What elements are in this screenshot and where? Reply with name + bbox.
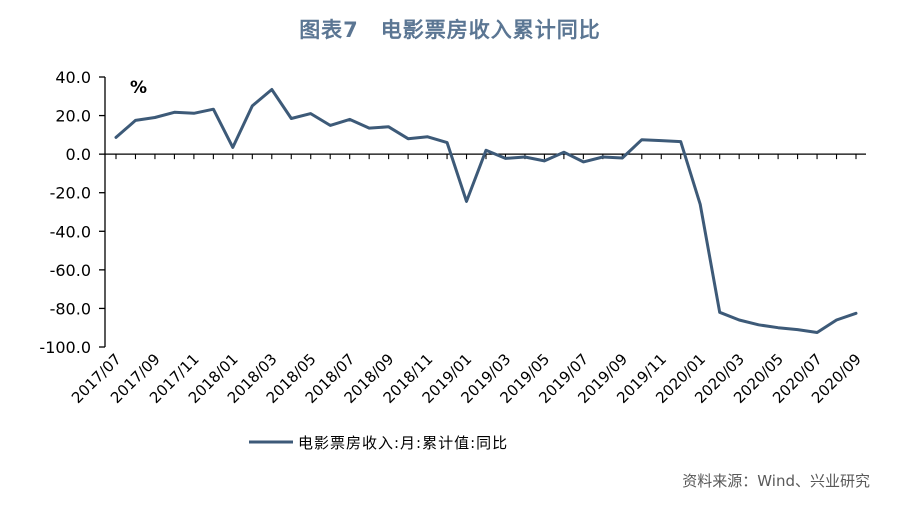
data-point — [251, 104, 254, 108]
data-point — [815, 331, 819, 334]
data-point — [718, 311, 721, 314]
y-tick-label: -100.0 — [39, 338, 91, 357]
data-point — [835, 318, 838, 322]
y-tick-label: 40.0 — [55, 68, 91, 87]
data-point — [484, 149, 488, 152]
data-point — [173, 111, 176, 114]
data-point — [367, 126, 371, 130]
data-point — [231, 146, 235, 149]
y-tick-label: -80.0 — [50, 299, 91, 318]
data-point — [562, 151, 566, 154]
data-point — [348, 118, 351, 121]
y-tick-label: 20.0 — [55, 107, 91, 126]
data-point — [406, 137, 410, 140]
y-tick-label: -20.0 — [50, 184, 91, 203]
data-point — [309, 112, 312, 115]
data-point — [757, 323, 760, 327]
data-point — [796, 328, 799, 331]
unit-label: % — [130, 78, 147, 98]
data-point — [192, 112, 196, 115]
series-line — [114, 88, 858, 334]
y-axis: 40.0 20.0 0.0 -20.0 -40.0 -60.0 -80.0 -100.0 — [39, 68, 106, 357]
y-tick-label: -60.0 — [50, 261, 91, 280]
data-point — [621, 156, 624, 160]
data-point — [212, 108, 215, 111]
x-axis: 2017/072017/092017/112018/012018/032018/… — [68, 153, 866, 407]
data-point — [290, 117, 293, 120]
y-tick-label: -40.0 — [50, 222, 91, 241]
data-point — [465, 200, 468, 203]
data-point — [776, 326, 780, 329]
data-point — [660, 139, 663, 142]
data-point — [523, 155, 527, 159]
data-point — [153, 116, 157, 119]
data-point — [270, 88, 273, 91]
y-tick-label: 0.0 — [66, 145, 91, 164]
data-point — [699, 203, 702, 206]
source-note: 资料来源：Wind、兴业研究 — [682, 472, 870, 490]
chart-title: 图表7 电影票房收入累计同比 — [299, 18, 601, 42]
data-point — [134, 119, 137, 122]
data-point — [679, 140, 682, 143]
data-point — [737, 318, 741, 322]
data-point — [445, 141, 449, 144]
legend: 电影票房收入:月:累计值:同比 — [249, 434, 508, 452]
plot-area — [114, 88, 858, 334]
legend-label: 电影票房收入:月:累计值:同比 — [298, 434, 508, 452]
data-point — [601, 155, 605, 159]
data-point — [640, 138, 643, 141]
data-point — [114, 136, 118, 139]
data-point — [543, 159, 546, 163]
data-point — [504, 157, 507, 160]
data-point — [387, 125, 390, 128]
data-point — [329, 124, 332, 127]
data-point — [582, 160, 585, 164]
data-point — [854, 312, 858, 315]
data-point — [426, 135, 429, 138]
